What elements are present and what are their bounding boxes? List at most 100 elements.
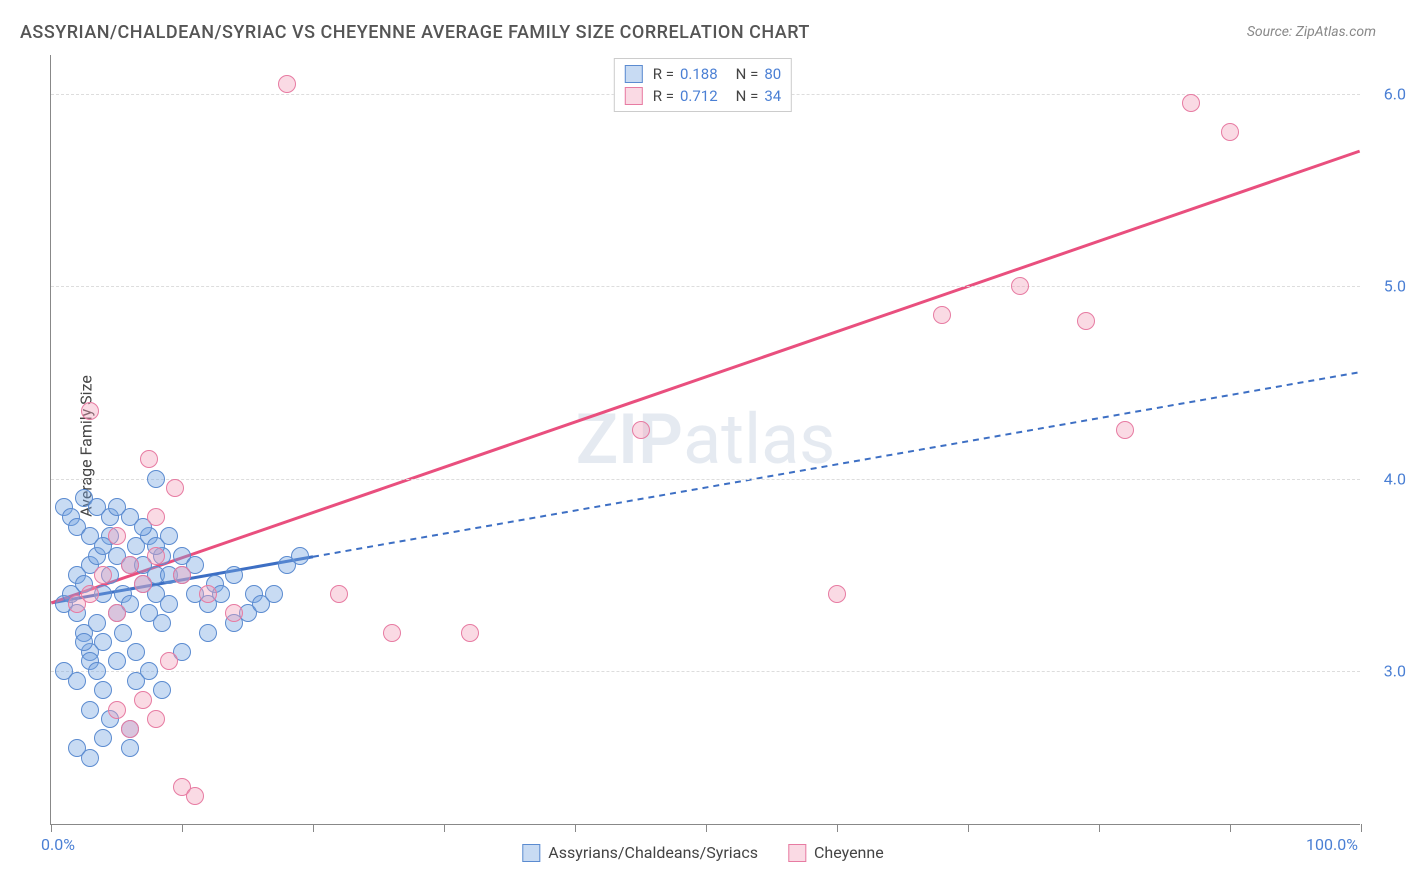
data-point (225, 604, 243, 622)
x-tick (313, 824, 314, 832)
data-point (1077, 312, 1095, 330)
series-swatch (522, 844, 540, 862)
r-value: 0.712 (680, 87, 718, 105)
data-point (108, 527, 126, 545)
data-point (225, 566, 243, 584)
data-point (1011, 277, 1029, 295)
series-label: Assyrians/Chaldeans/Syriacs (548, 843, 758, 862)
data-point (461, 624, 479, 642)
x-tick (1230, 824, 1231, 832)
data-point (147, 710, 165, 728)
data-point (81, 585, 99, 603)
data-point (147, 470, 165, 488)
data-point (291, 547, 309, 565)
y-tick-label: 5.00 (1384, 277, 1406, 296)
legend-item: Cheyenne (788, 843, 884, 862)
data-point (147, 547, 165, 565)
x-tick (1361, 824, 1362, 832)
data-point (94, 729, 112, 747)
x-tick (1099, 824, 1100, 832)
data-point (75, 633, 93, 651)
stat-label: R = (653, 65, 674, 83)
data-point (121, 720, 139, 738)
data-point (153, 681, 171, 699)
data-point (114, 624, 132, 642)
data-point (160, 527, 178, 545)
x-tick (706, 824, 707, 832)
data-point (265, 585, 283, 603)
data-point (147, 508, 165, 526)
n-value: 80 (764, 65, 781, 83)
data-point (121, 739, 139, 757)
data-point (81, 701, 99, 719)
data-point (81, 749, 99, 767)
series-swatch (788, 844, 806, 862)
data-point (933, 306, 951, 324)
stat-label: N = (736, 87, 759, 105)
data-point (278, 75, 296, 93)
gridline (51, 286, 1360, 287)
data-point (199, 624, 217, 642)
legend-series: Assyrians/Chaldeans/Syriacs Cheyenne (522, 843, 883, 862)
n-value: 34 (764, 87, 781, 105)
data-point (160, 652, 178, 670)
data-point (134, 691, 152, 709)
x-tick-label: 100.0% (1306, 835, 1358, 854)
data-point (330, 585, 348, 603)
chart-title: ASSYRIAN/CHALDEAN/SYRIAC VS CHEYENNE AVE… (20, 22, 810, 43)
data-point (68, 672, 86, 690)
series-label: Cheyenne (814, 843, 884, 862)
data-point (199, 585, 217, 603)
data-point (88, 614, 106, 632)
data-point (94, 681, 112, 699)
data-point (108, 701, 126, 719)
data-point (121, 556, 139, 574)
r-value: 0.188 (680, 65, 718, 83)
x-tick-label: 0.0% (41, 835, 75, 854)
legend-stats-row: R = 0.188 N = 80 (625, 63, 781, 85)
data-point (1182, 94, 1200, 112)
gridline (51, 671, 1360, 672)
data-point (166, 479, 184, 497)
trend-lines (51, 55, 1360, 824)
data-point (108, 652, 126, 670)
y-tick-label: 3.00 (1384, 662, 1406, 681)
y-tick-label: 6.00 (1384, 84, 1406, 103)
x-tick (444, 824, 445, 832)
source-attribution: Source: ZipAtlas.com (1247, 24, 1376, 40)
x-tick (182, 824, 183, 832)
legend-item: Assyrians/Chaldeans/Syriacs (522, 843, 758, 862)
data-point (140, 662, 158, 680)
data-point (140, 450, 158, 468)
data-point (1221, 123, 1239, 141)
data-point (153, 614, 171, 632)
y-tick-label: 4.00 (1384, 469, 1406, 488)
legend-stats-row: R = 0.712 N = 34 (625, 85, 781, 107)
series-swatch (625, 65, 643, 83)
data-point (186, 787, 204, 805)
x-tick (837, 824, 838, 832)
gridline (51, 479, 1360, 480)
data-point (383, 624, 401, 642)
data-point (160, 595, 178, 613)
x-tick (51, 824, 52, 832)
data-point (173, 566, 191, 584)
data-point (88, 662, 106, 680)
data-point (94, 566, 112, 584)
data-point (632, 421, 650, 439)
data-point (828, 585, 846, 603)
data-point (1116, 421, 1134, 439)
data-point (81, 402, 99, 420)
legend-stats: R = 0.188 N = 80 R = 0.712 N = 34 (614, 58, 792, 112)
x-tick (968, 824, 969, 832)
data-point (127, 643, 145, 661)
plot-area: ZIPatlas 3.004.005.006.000.0%100.0% (50, 55, 1360, 825)
stat-label: N = (736, 65, 759, 83)
data-point (94, 633, 112, 651)
data-point (108, 604, 126, 622)
x-tick (575, 824, 576, 832)
chart-container: ASSYRIAN/CHALDEAN/SYRIAC VS CHEYENNE AVE… (0, 0, 1406, 892)
series-swatch (625, 87, 643, 105)
data-point (134, 575, 152, 593)
stat-label: R = (653, 87, 674, 105)
